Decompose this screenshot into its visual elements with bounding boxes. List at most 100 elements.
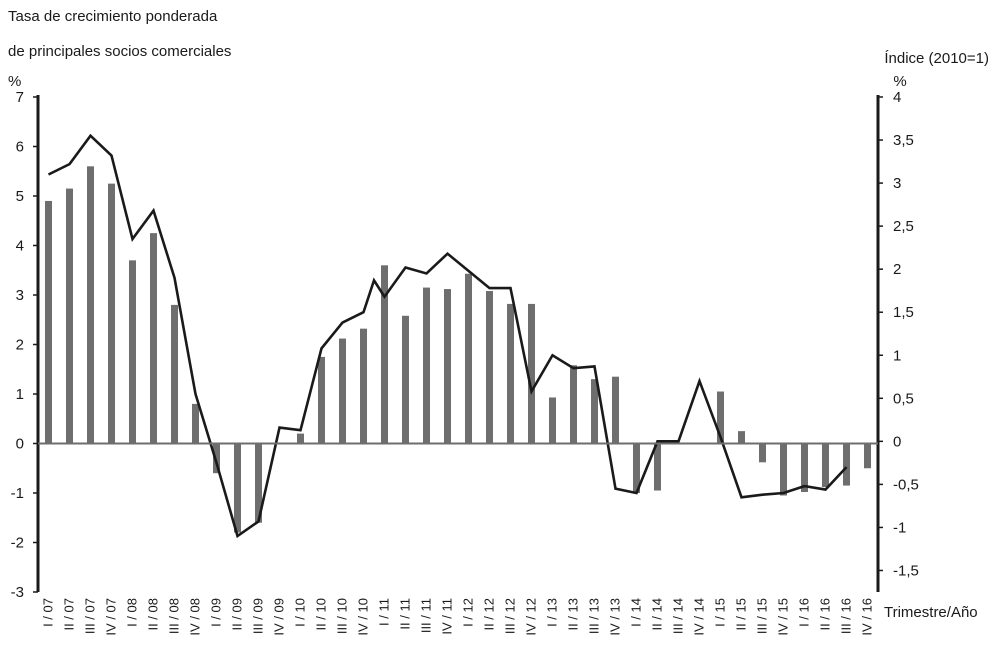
left-tick-label-0: -3: [11, 584, 24, 601]
bar-3: [108, 183, 115, 444]
bar-16: [381, 265, 388, 444]
bar-27: [612, 376, 619, 444]
bar-23: [528, 303, 535, 444]
x-tick-label-38: III / 16: [839, 598, 854, 634]
bar-7: [192, 403, 199, 444]
bar-37: [822, 443, 829, 488]
bar-15: [360, 328, 367, 444]
left-tick-label-7: 4: [16, 238, 24, 255]
x-tick-label-34: III / 15: [755, 598, 770, 634]
right-tick-label-5: 1: [893, 347, 901, 364]
x-tick-label-23: IV / 12: [524, 598, 539, 636]
x-tick-label-2: III / 07: [83, 598, 98, 634]
x-tick-label-4: I / 08: [125, 598, 140, 627]
ticks-layer: -3 -2 -1 0 1 2 3 4 5 6 7 -1,5 -1 -0,5 0 0,5 1 1,5 2 2,5 3 3,5…: [11, 89, 919, 636]
right-tick-label-10: 3,5: [893, 132, 914, 149]
x-tick-label-30: III / 14: [671, 598, 686, 634]
x-tick-label-24: I / 13: [545, 598, 560, 627]
bar-19: [444, 289, 451, 444]
bar-1: [66, 188, 73, 444]
bar-24: [549, 397, 556, 444]
x-tick-label-0: I / 07: [41, 598, 56, 627]
left-tick-label-6: 3: [16, 287, 24, 304]
x-tick-label-17: II / 11: [398, 598, 413, 630]
right-tick-label-7: 2: [893, 261, 901, 278]
x-tick-label-7: IV / 08: [188, 598, 203, 636]
x-tick-label-26: III / 13: [587, 598, 602, 634]
bar-34: [759, 443, 766, 463]
x-tick-label-6: III / 08: [167, 598, 182, 634]
left-tick-label-1: -2: [11, 535, 24, 552]
bar-25: [570, 365, 577, 444]
axes-layer: [36, 95, 880, 592]
right-axis-title: Índice (2010=1): [884, 50, 989, 67]
x-tick-label-3: IV / 07: [104, 598, 119, 636]
x-tick-label-39: IV / 16: [860, 598, 875, 636]
left-tick-label-3: 0: [16, 436, 24, 453]
x-tick-label-28: I / 14: [629, 598, 644, 627]
right-tick-label-1: -1: [893, 519, 906, 536]
bar-8: [213, 443, 220, 474]
x-tick-label-20: I / 12: [461, 598, 476, 627]
left-tick-label-10: 7: [16, 89, 24, 106]
right-axis-unit: %: [893, 73, 906, 90]
bar-21: [486, 291, 493, 444]
right-tick-label-4: 0,5: [893, 390, 914, 407]
x-tick-label-33: II / 15: [734, 598, 749, 631]
bar-36: [801, 443, 808, 493]
x-tick-label-12: I / 10: [293, 598, 308, 627]
x-tick-label-32: I / 15: [713, 598, 728, 627]
left-tick-label-5: 2: [16, 337, 24, 354]
bar-10: [255, 443, 262, 523]
x-tick-label-13: II / 10: [314, 598, 329, 631]
bar-14: [339, 338, 346, 444]
x-tick-label-19: IV / 11: [440, 598, 455, 635]
x-tick-label-35: IV / 15: [776, 598, 791, 636]
right-tick-label-3: 0: [893, 433, 901, 450]
right-tick-label-11: 4: [893, 89, 901, 106]
bar-6: [171, 304, 178, 444]
x-tick-label-18: III / 11: [419, 598, 434, 633]
series-line: [47, 133, 848, 539]
x-tick-label-5: II / 08: [146, 598, 161, 631]
bar-29: [654, 443, 661, 491]
x-tick-label-37: II / 16: [818, 598, 833, 631]
bar-32: [717, 391, 724, 444]
bar-9: [234, 443, 241, 533]
x-tick-label-10: III / 09: [251, 598, 266, 634]
left-tick-label-9: 6: [16, 139, 24, 156]
bar-33: [738, 431, 745, 444]
bar-35: [780, 443, 787, 496]
right-tick-label-6: 1,5: [893, 304, 914, 321]
x-axis-title: Trimestre/Año: [884, 604, 978, 621]
x-tick-label-21: II / 12: [482, 598, 497, 631]
bar-18: [423, 287, 430, 444]
x-tick-label-31: IV / 14: [692, 598, 707, 636]
x-tick-label-22: III / 12: [503, 598, 518, 634]
x-tick-label-9: II / 09: [230, 598, 245, 631]
left-axis-unit: %: [8, 73, 21, 90]
bar-26: [591, 379, 598, 444]
right-tick-label-2: -0,5: [893, 476, 919, 493]
x-tick-label-14: III / 10: [335, 598, 350, 634]
bar-20: [465, 273, 472, 444]
bar-12: [297, 433, 304, 444]
x-tick-label-36: I / 16: [797, 598, 812, 627]
bar-17: [402, 315, 409, 444]
x-tick-label-27: IV / 13: [608, 598, 623, 636]
bar-0: [45, 200, 52, 444]
bar-4: [129, 260, 136, 444]
x-tick-label-25: II / 13: [566, 598, 581, 631]
x-tick-label-8: I / 09: [209, 598, 224, 627]
left-tick-label-2: -1: [11, 485, 24, 502]
x-tick-label-29: II / 14: [650, 598, 665, 631]
left-tick-label-8: 5: [16, 188, 24, 205]
right-tick-label-0: -1,5: [893, 562, 919, 579]
left-axis-title-line2: de principales socios comerciales: [8, 43, 231, 60]
left-tick-label-4: 1: [16, 386, 24, 403]
x-tick-label-15: IV / 10: [356, 598, 371, 636]
bar-28: [633, 443, 640, 493]
bar-39: [864, 443, 871, 469]
bar-38: [843, 443, 850, 486]
